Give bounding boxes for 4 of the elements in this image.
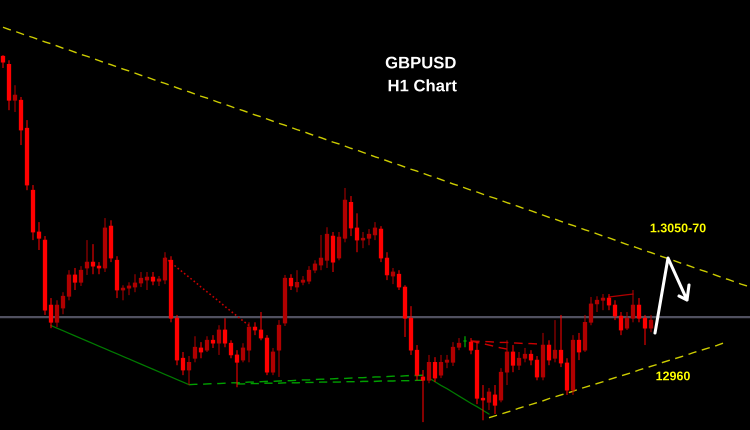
text: H1 Chart (388, 79, 457, 92)
annotation: 12960 (656, 372, 690, 380)
chart-title: GBPUSD (386, 56, 456, 68)
annotation: 1.3050-70 (650, 224, 706, 232)
